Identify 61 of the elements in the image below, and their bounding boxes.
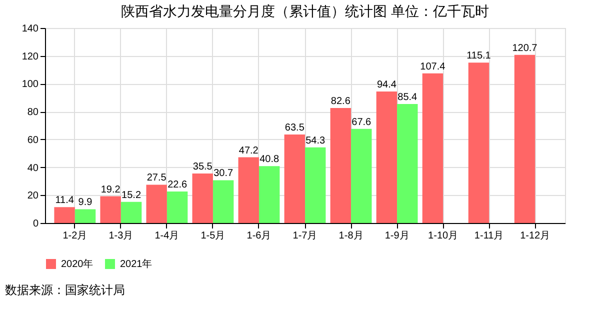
- x-tick-label: 1-11月: [474, 230, 504, 242]
- x-tick-label: 1-10月: [428, 230, 458, 242]
- y-tick-label: 140: [22, 24, 39, 34]
- bar: [166, 192, 188, 223]
- bar: [422, 73, 444, 223]
- x-tick-label: 1-5月: [200, 230, 226, 242]
- x-tick-label: 1-9月: [384, 230, 410, 242]
- bar: [54, 207, 75, 223]
- y-tick-label: 80: [27, 107, 39, 118]
- data-label: 120.7: [512, 42, 538, 54]
- data-label: 27.5: [146, 172, 167, 184]
- x-tick-label: 1-12月: [520, 230, 550, 242]
- y-tick-label: 100: [22, 79, 39, 90]
- bar: [397, 104, 418, 223]
- x-tick-label: 1-7月: [292, 230, 318, 242]
- source-note: 数据来源：国家统计局: [5, 283, 125, 297]
- data-label: 67.6: [352, 116, 372, 128]
- bar: [192, 174, 213, 223]
- data-label: 63.5: [284, 122, 305, 134]
- legend-label: 2020年: [61, 258, 94, 270]
- data-label: 115.1: [466, 50, 492, 62]
- bar: [284, 134, 305, 223]
- data-label: 107.4: [420, 61, 446, 72]
- data-label: 82.6: [330, 96, 351, 107]
- bar: [212, 180, 234, 223]
- bar: [514, 54, 536, 223]
- data-label: 11.4: [55, 195, 74, 206]
- x-tick-label: 1-8月: [338, 230, 364, 242]
- bar: [120, 202, 142, 223]
- data-label: 22.6: [168, 180, 188, 191]
- data-label: 15.2: [122, 190, 142, 201]
- x-tick-label: 1-2月: [62, 230, 88, 242]
- y-tick-label: 120: [22, 51, 39, 62]
- bar: [330, 108, 352, 223]
- x-tick-label: 1-6月: [246, 230, 272, 242]
- y-tick-label: 40: [27, 162, 39, 174]
- data-label: 35.5: [192, 162, 213, 173]
- bar: [146, 184, 167, 223]
- data-label: 40.8: [260, 154, 280, 166]
- bar: [238, 157, 259, 223]
- x-tick-label: 1-4月: [154, 230, 180, 242]
- bar: [100, 196, 121, 223]
- y-tick-label: 60: [27, 134, 39, 146]
- data-label: 30.7: [214, 168, 234, 180]
- bar: [376, 92, 398, 223]
- bar: [74, 209, 96, 223]
- data-label: 19.2: [100, 184, 121, 196]
- data-label: 9.9: [78, 197, 93, 208]
- bar: [258, 166, 280, 223]
- bar: [351, 128, 372, 223]
- data-label: 85.4: [398, 92, 418, 104]
- data-label: 47.2: [238, 145, 259, 156]
- bar: [468, 62, 490, 223]
- y-tick-label: 0: [32, 218, 39, 230]
- x-tick-label: 1-3月: [108, 230, 134, 242]
- bar: [305, 147, 326, 223]
- y-tick-label: 20: [27, 190, 39, 202]
- chart-title: 陕西省水力发电量分月度（累计值）统计图 单位：亿千瓦时: [121, 3, 489, 19]
- legend-label: 2021年: [120, 258, 152, 270]
- data-label: 94.4: [376, 80, 397, 91]
- data-label: 54.3: [306, 135, 326, 146]
